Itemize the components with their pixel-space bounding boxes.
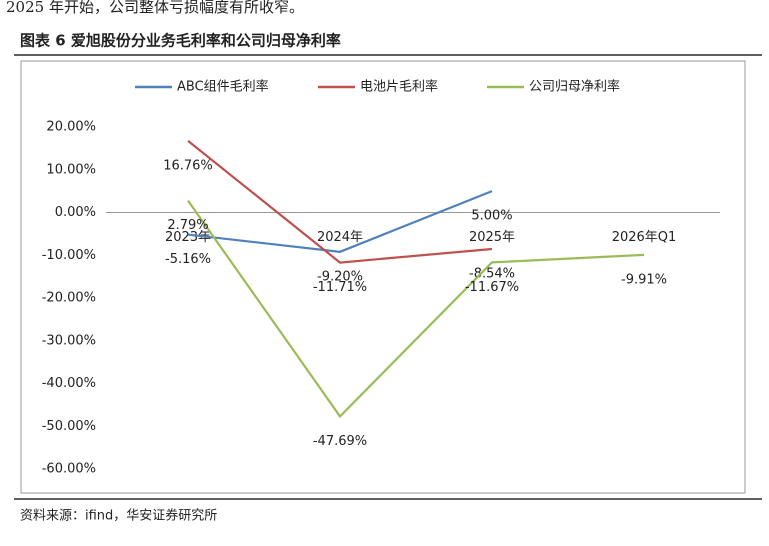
data-label: 16.76% — [163, 158, 213, 173]
x-tick-label: 2026年Q1 — [612, 230, 677, 245]
legend-label: 公司归母净利率 — [529, 79, 620, 95]
y-tick-label: 20.00% — [46, 120, 96, 135]
y-tick-label: 10.00% — [46, 162, 96, 177]
source: 资料来源：ifind，华安证券研究所 — [20, 508, 217, 524]
data-label: 5.00% — [471, 209, 512, 224]
legend-label: ABC组件毛利率 — [177, 79, 269, 95]
figure-title: 图表 6 爱旭股份分业务毛利率和公司归母净利率 — [20, 32, 341, 50]
series-line — [187, 139, 493, 264]
data-label: -8.54% — [469, 267, 515, 282]
data-label: -11.67% — [465, 280, 519, 295]
chart-frame — [20, 60, 746, 494]
y-tick-label: -40.00% — [42, 376, 96, 391]
x-tick-label: 2024年 — [317, 230, 363, 245]
y-tick-label: -30.00% — [42, 333, 96, 348]
y-tick-label: -50.00% — [42, 419, 96, 434]
x-tick-label: 2023年 — [165, 230, 211, 245]
series-line — [187, 199, 645, 419]
series-line — [187, 190, 493, 253]
legend-label: 电池片毛利率 — [360, 79, 438, 95]
y-tick-label: -60.00% — [42, 462, 96, 477]
x-tick-label: 2025年 — [469, 230, 515, 245]
y-tick-label: -20.00% — [42, 291, 96, 306]
data-label: -9.91% — [621, 272, 667, 287]
data-label: -11.71% — [313, 280, 367, 295]
y-tick-label: 0.00% — [55, 205, 96, 220]
intro-text: 2025 年开始，公司整体亏损幅度有所收窄。 — [6, 0, 304, 16]
data-label: -9.20% — [317, 269, 363, 284]
data-label: -5.16% — [165, 252, 211, 267]
data-label: 2.79% — [167, 218, 208, 233]
data-label: -47.69% — [313, 434, 367, 449]
y-tick-label: -10.00% — [42, 248, 96, 263]
